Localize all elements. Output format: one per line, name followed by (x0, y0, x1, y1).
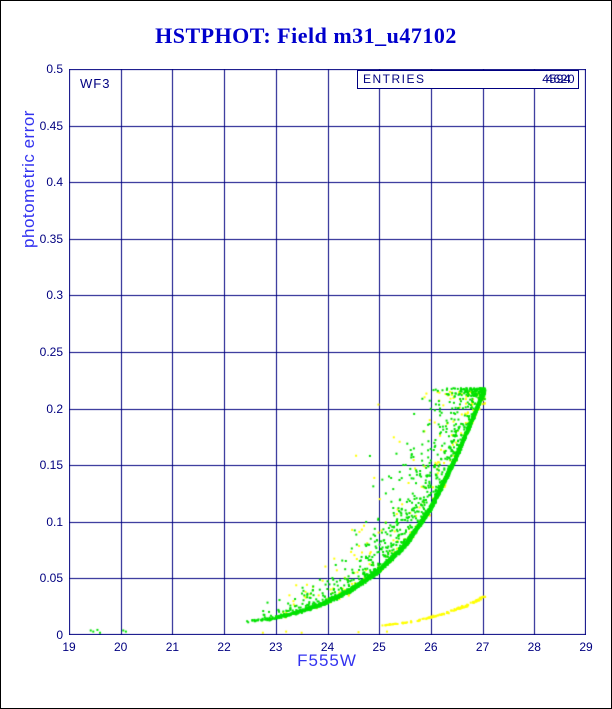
x-axis-label: F555W (297, 651, 357, 670)
entries-label: ENTRIES (363, 72, 426, 86)
y-tick-label: 0.3 (46, 288, 63, 303)
entries-value-primary: 4620 (546, 72, 575, 86)
y-tick-labels: 0 0.05 0.1 0.15 0.2 0.25 0.3 0.35 0.4 0.45 0.5 (1, 1, 63, 708)
y-tick-label: 0.1 (46, 514, 63, 529)
x-tick-label: 23 (269, 640, 283, 654)
entries-box: ENTRIES 4620 4594 (357, 70, 579, 89)
y-tick-label: 0.2 (46, 401, 63, 416)
entries-values: 4620 4594 (531, 72, 575, 86)
y-tick-label: 0.35 (39, 231, 63, 246)
y-tick-label: 0.25 (39, 345, 63, 359)
x-tick-label: 26 (424, 640, 438, 654)
y-tick-label: 0 (56, 628, 63, 642)
plot-area: WF3 ENTRIES 4620 4594 (69, 69, 586, 635)
y-tick-label: 0.5 (46, 62, 63, 76)
x-tick-label: 25 (372, 640, 386, 654)
x-tick-label: 22 (217, 640, 231, 654)
page-title: HSTPHOT: Field m31_u47102 (155, 23, 457, 48)
x-tick-label: 27 (475, 640, 490, 654)
plot-canvas (69, 69, 586, 635)
x-tick-label: 24 (320, 640, 335, 654)
y-tick-label: 0.4 (46, 175, 63, 190)
y-tick-label: 0.45 (39, 118, 63, 133)
x-tick-label: 29 (579, 640, 593, 654)
x-tick-label: 20 (114, 640, 128, 654)
x-tick-label: 19 (62, 640, 76, 654)
y-tick-label: 0.15 (39, 458, 63, 473)
entries-value-overprint: 4594 (542, 72, 571, 86)
x-tick-label: 21 (165, 640, 180, 654)
x-tick-label: 28 (527, 640, 541, 654)
y-tick-label: 0.05 (39, 571, 63, 586)
camera-label: WF3 (80, 76, 111, 91)
x-tick-labels: 19 20 21 22 23 24 25 26 27 28 29 (1, 640, 611, 655)
